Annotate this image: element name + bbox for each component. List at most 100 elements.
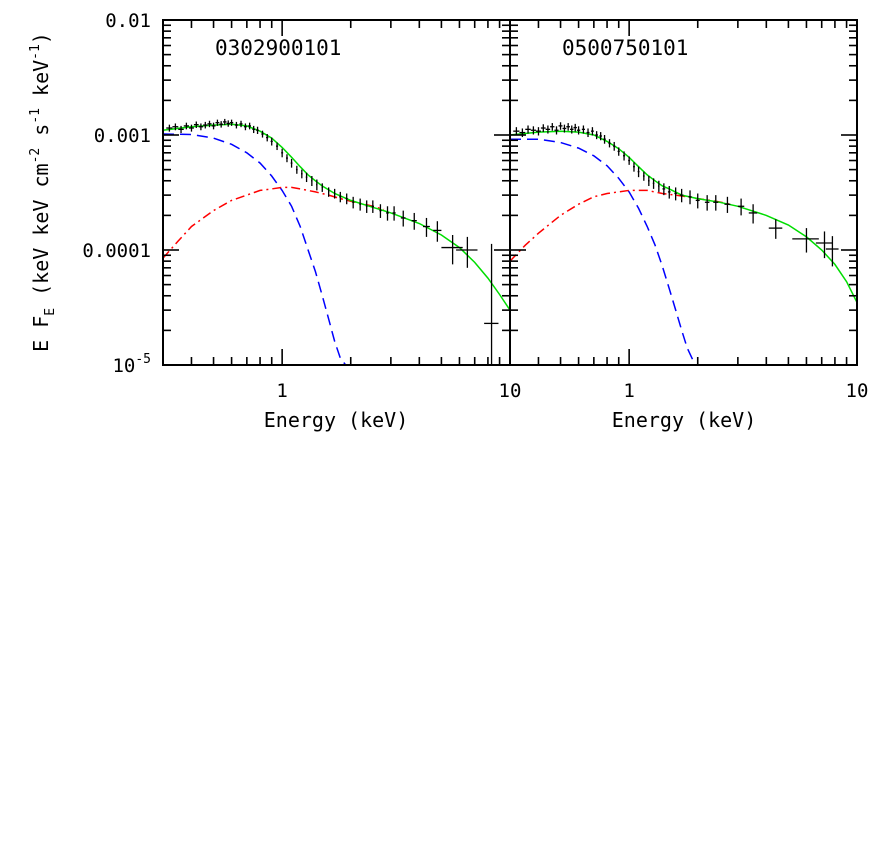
data-point [540,124,546,133]
data-point [290,158,293,168]
data-point [617,147,620,156]
model-curves-right [509,130,858,366]
data-point [713,195,719,211]
data-point [576,126,581,135]
data-point [637,166,640,178]
data-point [261,130,264,138]
data-point [737,198,745,216]
data-point [166,124,173,132]
data-point [768,219,783,239]
axis-ticks-left [162,19,511,366]
model-curves-left [162,123,511,366]
model-dashed-line [510,138,696,366]
data-point [256,126,259,135]
data-point [219,121,223,128]
data-point [281,148,284,158]
data-point [595,131,598,140]
data-point [248,122,251,130]
data-points-left [166,118,499,365]
data-point [433,221,442,242]
data-point [569,125,574,134]
data-point [792,228,819,253]
data-point [586,128,590,138]
data-point [222,118,227,126]
data-point [321,183,323,192]
data-point [558,122,563,130]
data-point [825,236,839,267]
y-tick-label: 0.01 [105,10,151,32]
data-point [815,231,833,259]
x-axis-label-right: Energy (keV) [612,408,757,432]
data-point [400,210,406,227]
x-tick-labels-right: 1 10 [623,380,868,402]
data-point [392,206,396,221]
data-point [704,195,710,211]
data-point [456,236,478,268]
data-point [352,196,355,209]
data-point [608,139,611,148]
y-tick-labels: 0.01 0.001 0.0001 10-5 [82,10,151,377]
data-point [172,123,179,131]
data-point [211,122,216,130]
data-point [301,169,303,179]
y-axis-label: E FE (keV keV cm-2 s-1 keV-1) [28,32,58,352]
data-point [562,124,567,133]
data-point [328,187,330,197]
data-point [339,191,342,203]
data-point [633,162,635,172]
data-point [276,142,279,151]
data-point [316,179,318,191]
data-point [234,121,238,129]
data-point [365,200,368,213]
panel-right: 0500750101 1 10 Energy (keV) [509,19,868,432]
data-point [286,154,288,163]
data-point [422,217,430,237]
data-points-right [513,122,839,267]
data-point [266,134,269,142]
data-point [642,171,645,181]
data-point [441,235,463,265]
data-point [550,123,555,131]
data-point [652,178,655,189]
axis-ticks-right [509,19,858,366]
data-point [243,123,247,131]
data-point [623,151,626,161]
data-point [613,141,616,151]
data-point [371,200,374,213]
data-point [667,186,671,199]
data-point [198,123,204,131]
data-point [674,187,677,201]
data-point [270,137,273,146]
data-point [628,156,631,165]
data-point [411,212,417,230]
data-point [554,126,559,135]
data-point [207,120,212,128]
data-point [295,165,298,174]
data-point [530,126,536,135]
data-point [724,196,731,213]
y-tick-label: 10-5 [112,352,151,377]
plot-frame-right [509,19,858,366]
panel-left: 0302900101 1 10 0.01 0.001 0.0001 10-5 Energ… [82,10,521,432]
obs-label-right: 0500750101 [562,36,688,60]
x-tick-label: 1 [623,380,634,402]
data-point [305,172,308,183]
data-point [599,132,602,141]
data-point [695,193,700,209]
data-point [658,180,660,192]
data-point [359,198,362,211]
model-dashed-line [162,133,347,366]
data-point [545,125,551,134]
data-point [662,183,666,196]
data-point [748,204,758,224]
data-point [581,125,585,134]
data-point [311,176,313,187]
model-dashdot-line [162,186,385,259]
data-point [525,125,531,134]
data-point [183,122,189,130]
data-point [345,193,348,205]
data-point [252,125,255,134]
x-tick-label: 10 [846,380,869,402]
data-point [334,188,336,199]
